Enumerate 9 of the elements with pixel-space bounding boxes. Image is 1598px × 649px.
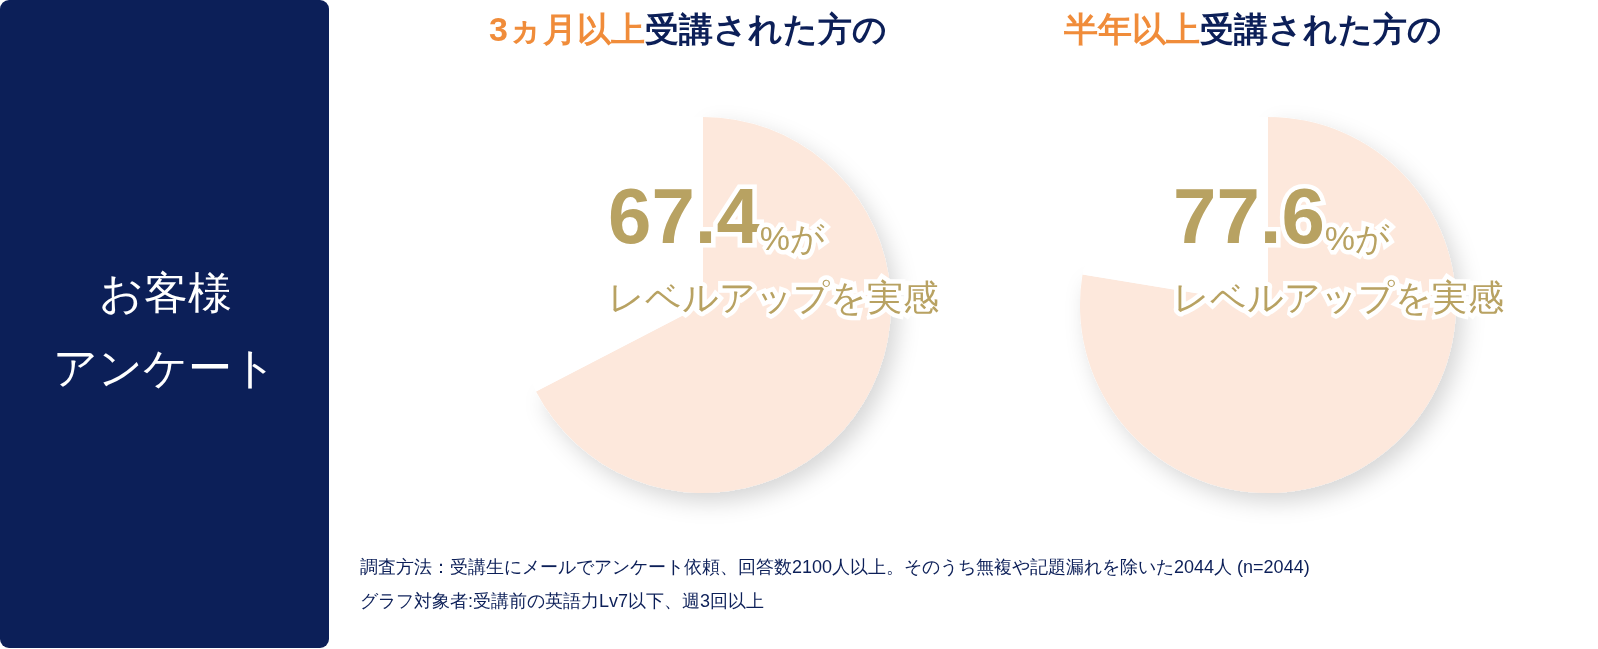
- data-label: 67.4%が: [608, 172, 826, 260]
- data-label: 77.6%が: [1173, 172, 1391, 260]
- text: レベルアップを実感: [608, 276, 939, 318]
- text: お客様アンケート: [53, 268, 277, 392]
- text: 調査方法：受講生にメールでアンケート依頼、回答数2100人以上。そのうち無複や記題漏れを除いた2044人 (n=2044): [360, 557, 1310, 577]
- chart-title: 3ヵ月以上受講された方の: [489, 10, 887, 48]
- text: レベルアップを実感: [1173, 276, 1504, 318]
- chart-title: 半年以上受講された方の: [1063, 10, 1442, 48]
- text: グラフ対象者:受講前の英語力Lv7以下、週3回以上: [360, 591, 765, 611]
